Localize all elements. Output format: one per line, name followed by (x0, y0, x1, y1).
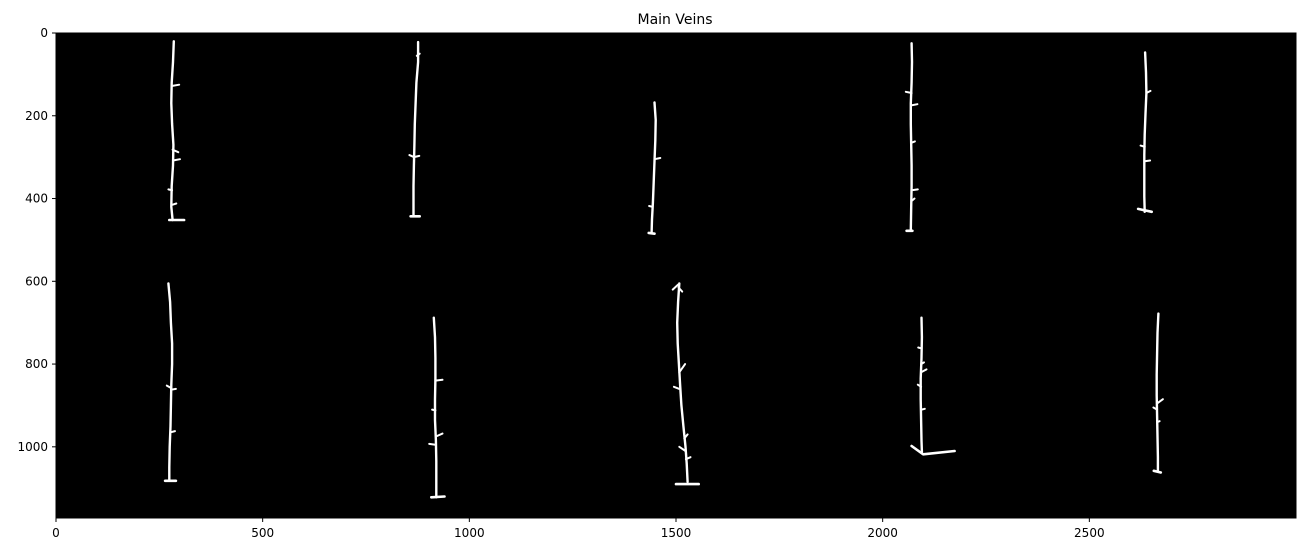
vein-image (56, 33, 1296, 518)
vein-branch (911, 197, 916, 202)
vein-branch (1139, 144, 1146, 148)
vein-branch (434, 378, 444, 382)
vein-2 (408, 40, 422, 218)
vein-branch (683, 433, 689, 440)
vein-branch (172, 158, 181, 162)
vein-branch (415, 52, 421, 57)
chart-title: Main Veins (637, 12, 712, 28)
vein-branch (917, 346, 923, 350)
vein-3 (647, 101, 662, 235)
vein-branch (165, 384, 173, 390)
vein-branch (171, 202, 178, 206)
y-tick-label: 1000 (17, 440, 48, 454)
vein-5 (1136, 51, 1153, 214)
vein-branch (920, 407, 926, 411)
vein-branch (653, 157, 662, 161)
vein-stem (167, 282, 174, 482)
vein-branch (678, 363, 687, 374)
vein-branch (170, 387, 177, 391)
vein-branch (167, 188, 174, 192)
vein-branch (672, 385, 681, 390)
vein-branch (920, 361, 925, 366)
y-tick-label: 400 (25, 192, 48, 206)
x-tick-label: 1500 (661, 526, 692, 540)
vein-branch (1143, 159, 1152, 163)
y-axis: 0 200 400 600 800 1000 (17, 26, 56, 454)
vein-stem (1155, 312, 1160, 472)
vein-base (647, 231, 656, 235)
vein-branch (1152, 406, 1159, 411)
vein-branch (1156, 420, 1161, 423)
vein-stem (676, 282, 689, 484)
vein-stem (170, 40, 176, 222)
vein-branch (671, 283, 680, 291)
y-tick-label: 800 (25, 357, 48, 371)
x-axis: 0 500 1000 1500 2000 2500 (52, 518, 1105, 540)
vein-branch (684, 456, 692, 461)
vein-branch (678, 445, 687, 452)
vein-branch (648, 205, 654, 208)
vein-branch (171, 148, 180, 154)
vein-1 (167, 40, 186, 222)
vein-branch (1145, 89, 1152, 94)
vein-stem (650, 101, 657, 235)
vein-branch (920, 368, 928, 374)
x-tick-label: 0 (52, 526, 60, 540)
vein-4 (904, 42, 919, 233)
vein-branch (431, 408, 437, 412)
y-tick-label: 200 (25, 109, 48, 123)
vein-branch (904, 90, 913, 94)
vein-stem (412, 40, 420, 218)
x-tick-label: 2500 (1074, 526, 1105, 540)
vein-8 (671, 282, 701, 486)
vein-10 (1152, 312, 1164, 474)
vein-stem (909, 42, 914, 233)
vein-branch (910, 103, 919, 107)
x-tick-label: 2000 (867, 526, 898, 540)
vein-stem (1143, 51, 1148, 214)
vein-6 (163, 282, 178, 483)
vein-branch (412, 154, 421, 159)
x-tick-label: 1000 (454, 526, 485, 540)
veins-layer (163, 40, 1164, 499)
plot-area (55, 32, 1297, 519)
y-tick-label: 0 (40, 26, 48, 40)
x-tick-label: 500 (251, 526, 274, 540)
vein-9 (910, 316, 956, 456)
vein-stem (919, 316, 924, 453)
vein-7 (428, 316, 446, 499)
vein-base (429, 495, 446, 499)
vein-branch (910, 188, 919, 192)
vein-branch (910, 140, 916, 144)
y-tick-label: 600 (25, 274, 48, 288)
vein-base (910, 444, 956, 456)
vein-branch (1156, 398, 1164, 405)
vein-branch (916, 383, 923, 388)
vein-branch (677, 286, 684, 293)
vein-branch (170, 83, 181, 87)
vein-base (1136, 207, 1153, 214)
vein-branch (434, 432, 444, 438)
vein-base (1152, 469, 1163, 474)
vein-branch (169, 430, 176, 434)
vein-branch (428, 442, 437, 446)
